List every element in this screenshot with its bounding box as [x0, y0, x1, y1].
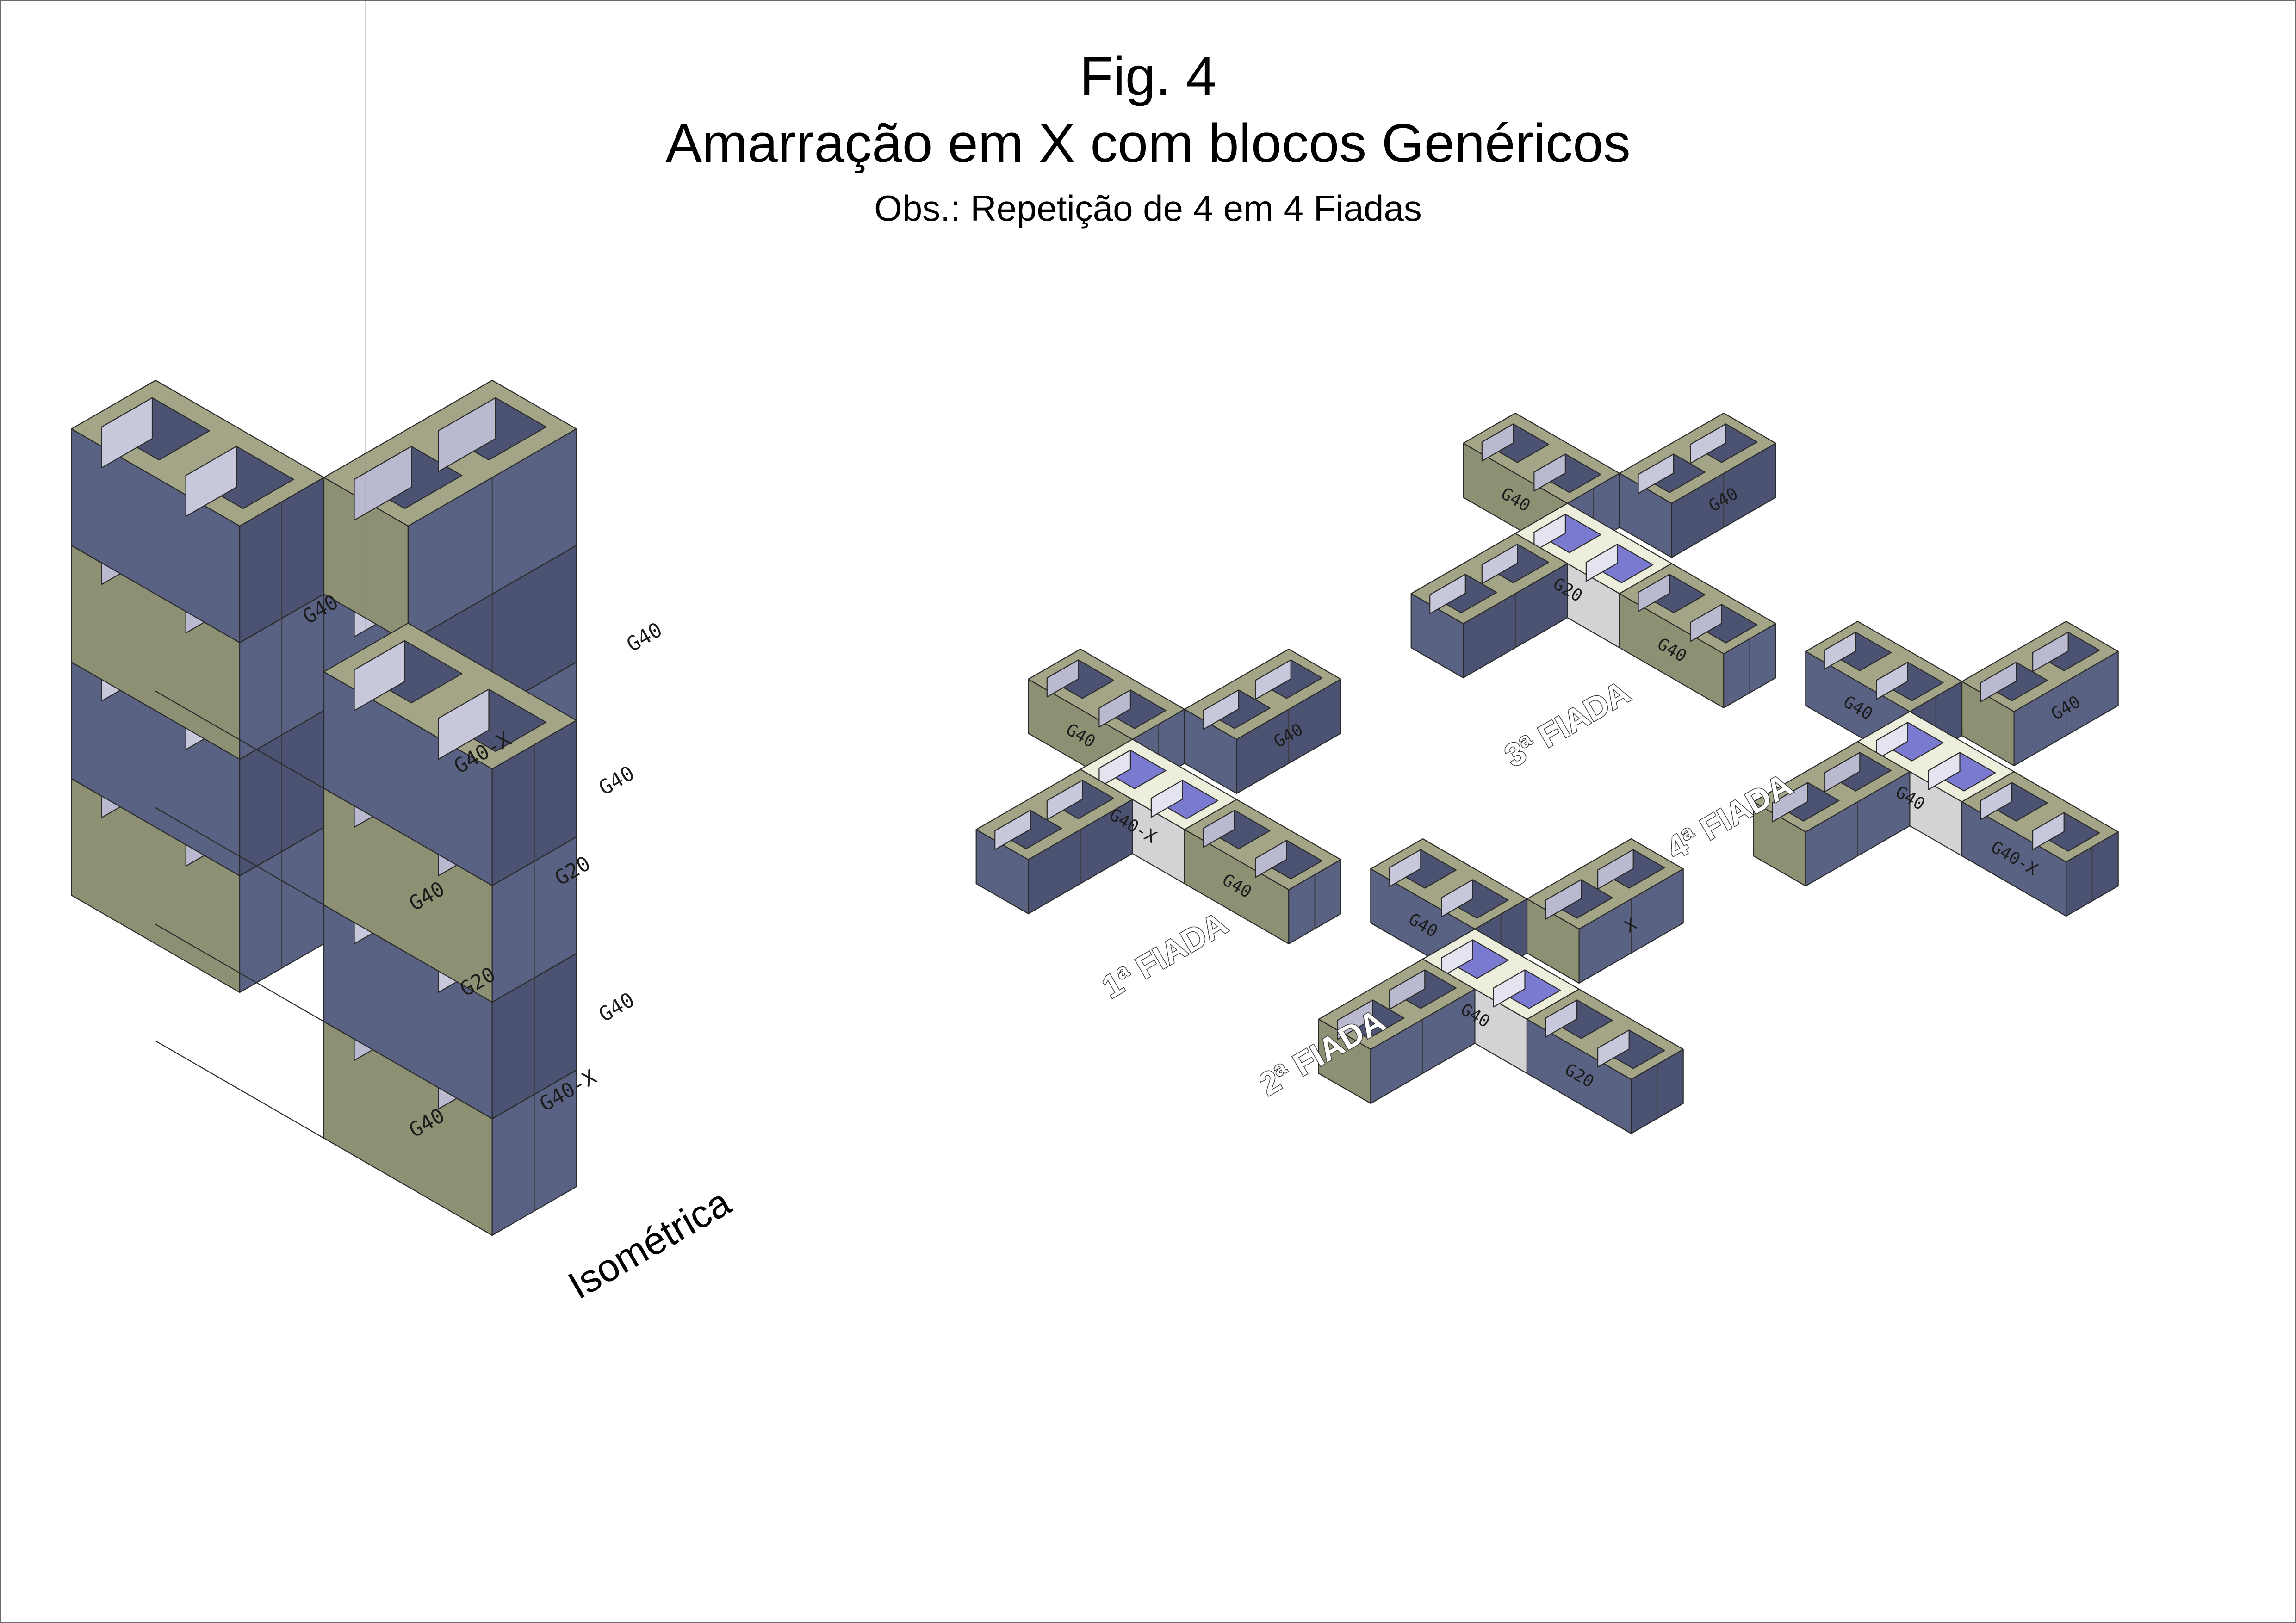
isometric-label: Isométrica [561, 1180, 738, 1307]
isometric-view: G40G40G40-XG40G40G20G20G40G40G40-XIsomét… [71, 0, 738, 1307]
masonry-block [1410, 533, 1568, 679]
block-cell-wall [1928, 752, 1961, 790]
block-cell-wall [1150, 780, 1183, 818]
figure-note: Obs.: Repetição de 4 em 4 Fiadas [874, 188, 1422, 229]
block-cell-wall [438, 397, 496, 472]
block-cell-wall [1255, 840, 1287, 878]
block-cell-wall [2032, 812, 2065, 850]
masonry-block [1753, 741, 1911, 887]
block-cell-wall [1046, 780, 1083, 820]
iso-block-label-2: G40 [623, 618, 666, 657]
block-cell-wall [354, 446, 412, 521]
block-face-long [155, 1040, 325, 1139]
block-cell-wall [1203, 689, 1240, 730]
block-cell-wall [1545, 999, 1578, 1038]
block-cell-wall [994, 810, 1031, 850]
block-cell-wall [1638, 453, 1675, 494]
figure-title: Amarração em X com blocos Genéricos [665, 113, 1631, 174]
masonry-block [1526, 988, 1684, 1134]
block-cell-wall [185, 446, 237, 517]
masonry-block [1619, 563, 1776, 709]
block-cell-wall [1638, 574, 1670, 612]
figure-number: Fig. 4 [1080, 46, 1216, 107]
block-cell-wall [1441, 879, 1473, 917]
block-cell-wall [1772, 782, 1808, 823]
block-cell-wall [1545, 879, 1582, 920]
masonry-block [1184, 648, 1341, 794]
block-cell-wall [1824, 632, 1856, 670]
masonry-block [1526, 838, 1684, 984]
masonry-block [1619, 412, 1776, 558]
block-cell-wall [2032, 632, 2069, 672]
block-cell-wall [1980, 662, 2017, 702]
block-cell-wall [1690, 423, 1726, 464]
block-cell-wall [1597, 1029, 1630, 1068]
block-cell-wall [1585, 544, 1618, 582]
iso-block-label-4: G40 [595, 761, 639, 800]
block-cell-wall [1690, 604, 1722, 642]
masonry-block [1961, 620, 2119, 767]
block-cell-wall [1597, 849, 1634, 890]
block-cell-wall [438, 688, 490, 760]
block-cell-wall [1203, 810, 1235, 848]
block-cell-wall [1337, 999, 1373, 1040]
block-cell-wall [1429, 574, 1466, 614]
block-cell-wall [1046, 659, 1079, 698]
masonry-block [1184, 799, 1341, 945]
block-cell-wall [354, 640, 405, 712]
block-cell-wall [101, 397, 153, 469]
block-cell-wall [1533, 453, 1566, 492]
masonry-block [323, 622, 577, 886]
figure-title-block: Fig. 4 Amarração em X com blocos Genéric… [0, 44, 2296, 234]
block-cell-wall [1824, 752, 1861, 793]
block-cell-wall [1493, 969, 1526, 1008]
block-cell-wall [1098, 689, 1131, 728]
masonry-block [1961, 771, 2119, 917]
masonry-block [71, 379, 325, 644]
block-cell-wall [1876, 662, 1908, 700]
block-cell-wall [1389, 849, 1421, 887]
block-cell-wall [1481, 544, 1518, 584]
block-cell-wall [1255, 659, 1291, 700]
masonry-block [1318, 958, 1476, 1104]
block-cell-wall [1481, 423, 1514, 462]
iso-block-label-8: G40 [595, 988, 639, 1027]
masonry-block [975, 768, 1133, 915]
block-cell-wall [1389, 969, 1426, 1010]
course-3-label: 3ª FIADA [1499, 674, 1636, 774]
block-cell-wall [1980, 782, 2013, 820]
course-1-label: 1ª FIADA [1096, 905, 1234, 1005]
